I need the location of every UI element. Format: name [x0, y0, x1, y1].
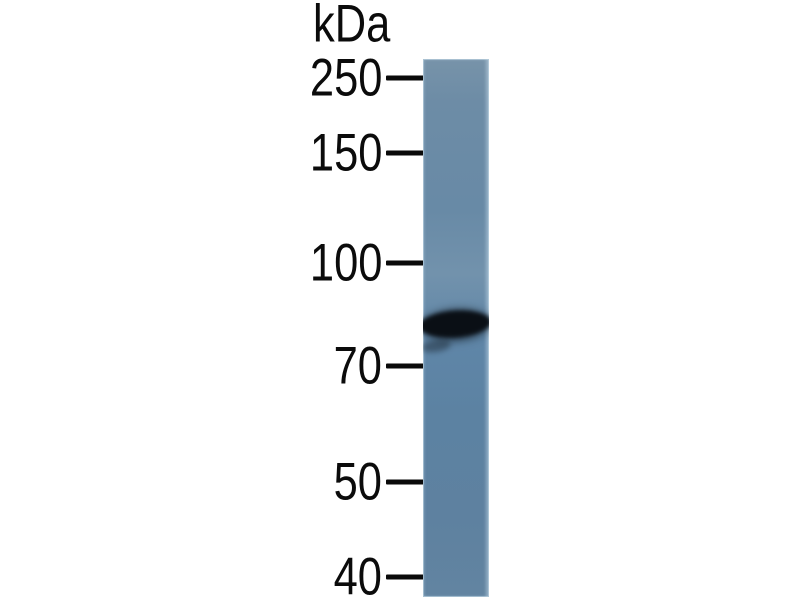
- marker-row-100: 100: [0, 237, 426, 290]
- marker-row-150: 150: [0, 127, 426, 180]
- marker-label: 100: [309, 233, 382, 293]
- marker-label: 250: [309, 48, 382, 108]
- marker-tick-line: [386, 260, 426, 266]
- marker-row-40: 40: [0, 551, 426, 600]
- marker-tick-line: [386, 75, 426, 81]
- marker-tick-line: [386, 363, 426, 369]
- marker-row-50: 50: [0, 456, 426, 509]
- unit-label: kDa: [312, 0, 390, 54]
- marker-tick-line: [386, 574, 426, 580]
- marker-tick-line: [386, 150, 426, 156]
- blot-lane: [423, 59, 489, 597]
- marker-tick-line: [386, 479, 426, 485]
- unit-label-row: kDa: [0, 0, 426, 51]
- marker-label: 70: [333, 336, 382, 396]
- marker-label: 150: [309, 123, 382, 183]
- marker-label: 50: [333, 452, 382, 512]
- marker-label: 40: [333, 547, 382, 600]
- marker-row-250: 250: [0, 52, 426, 105]
- marker-row-70: 70: [0, 340, 426, 393]
